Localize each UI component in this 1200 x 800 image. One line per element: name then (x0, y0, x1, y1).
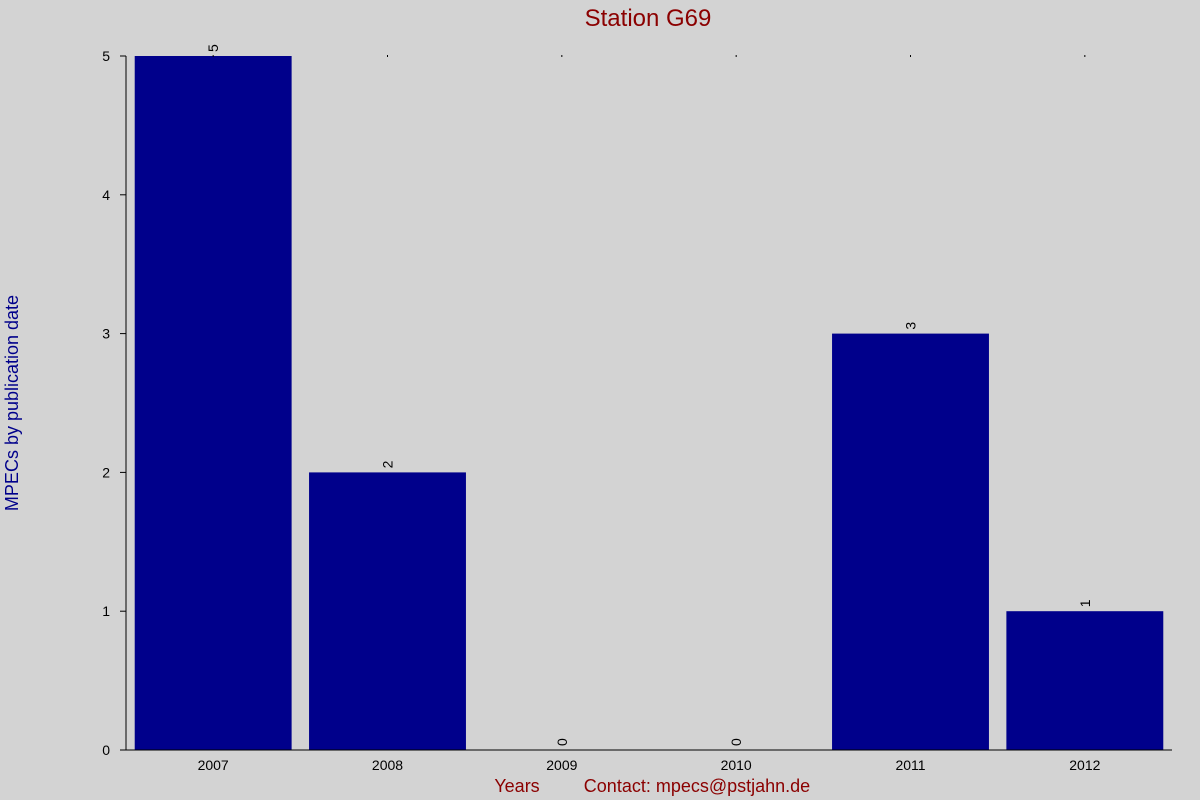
bar-value-label: 2 (380, 460, 396, 468)
y-tick-label: 1 (102, 603, 110, 619)
x-axis: 2007 2008 2009 2010 2011 2012 (120, 749, 1172, 773)
y-axis-label: MPECs by publication date (2, 295, 22, 511)
x-tick-label: 2011 (895, 757, 925, 773)
bar (309, 472, 466, 750)
data-labels-group: 5 2 0 0 3 1 (205, 44, 1093, 746)
bar-value-label: 0 (728, 738, 744, 746)
bar (1006, 611, 1164, 750)
y-axis: 0 1 2 3 4 5 (102, 48, 127, 758)
bars-group (134, 56, 1164, 750)
bar-value-label: 1 (1077, 599, 1093, 607)
y-tick-label: 4 (102, 187, 110, 203)
x-axis-label: Years (494, 776, 539, 796)
bar (134, 56, 292, 750)
chart-title: Station G69 (585, 5, 712, 32)
x-tick-label: 2010 (721, 757, 752, 773)
x-tick-label: 2009 (546, 757, 577, 773)
x-tick-label: 2008 (372, 757, 403, 773)
bar-value-label: 3 (903, 322, 919, 330)
top-tick-marks (212, 55, 1086, 57)
y-tick-label: 3 (102, 326, 110, 342)
bar-value-label: 0 (554, 738, 570, 746)
bar (832, 333, 989, 750)
contact-text: Contact: mpecs@pstjahn.de (584, 776, 810, 796)
y-tick-label: 2 (102, 464, 110, 480)
x-tick-label: 2012 (1069, 757, 1100, 773)
bar-value-label: 5 (205, 44, 221, 52)
y-tick-label: 0 (102, 742, 110, 758)
x-tick-label: 2007 (198, 757, 229, 773)
y-tick-label: 5 (102, 48, 110, 64)
